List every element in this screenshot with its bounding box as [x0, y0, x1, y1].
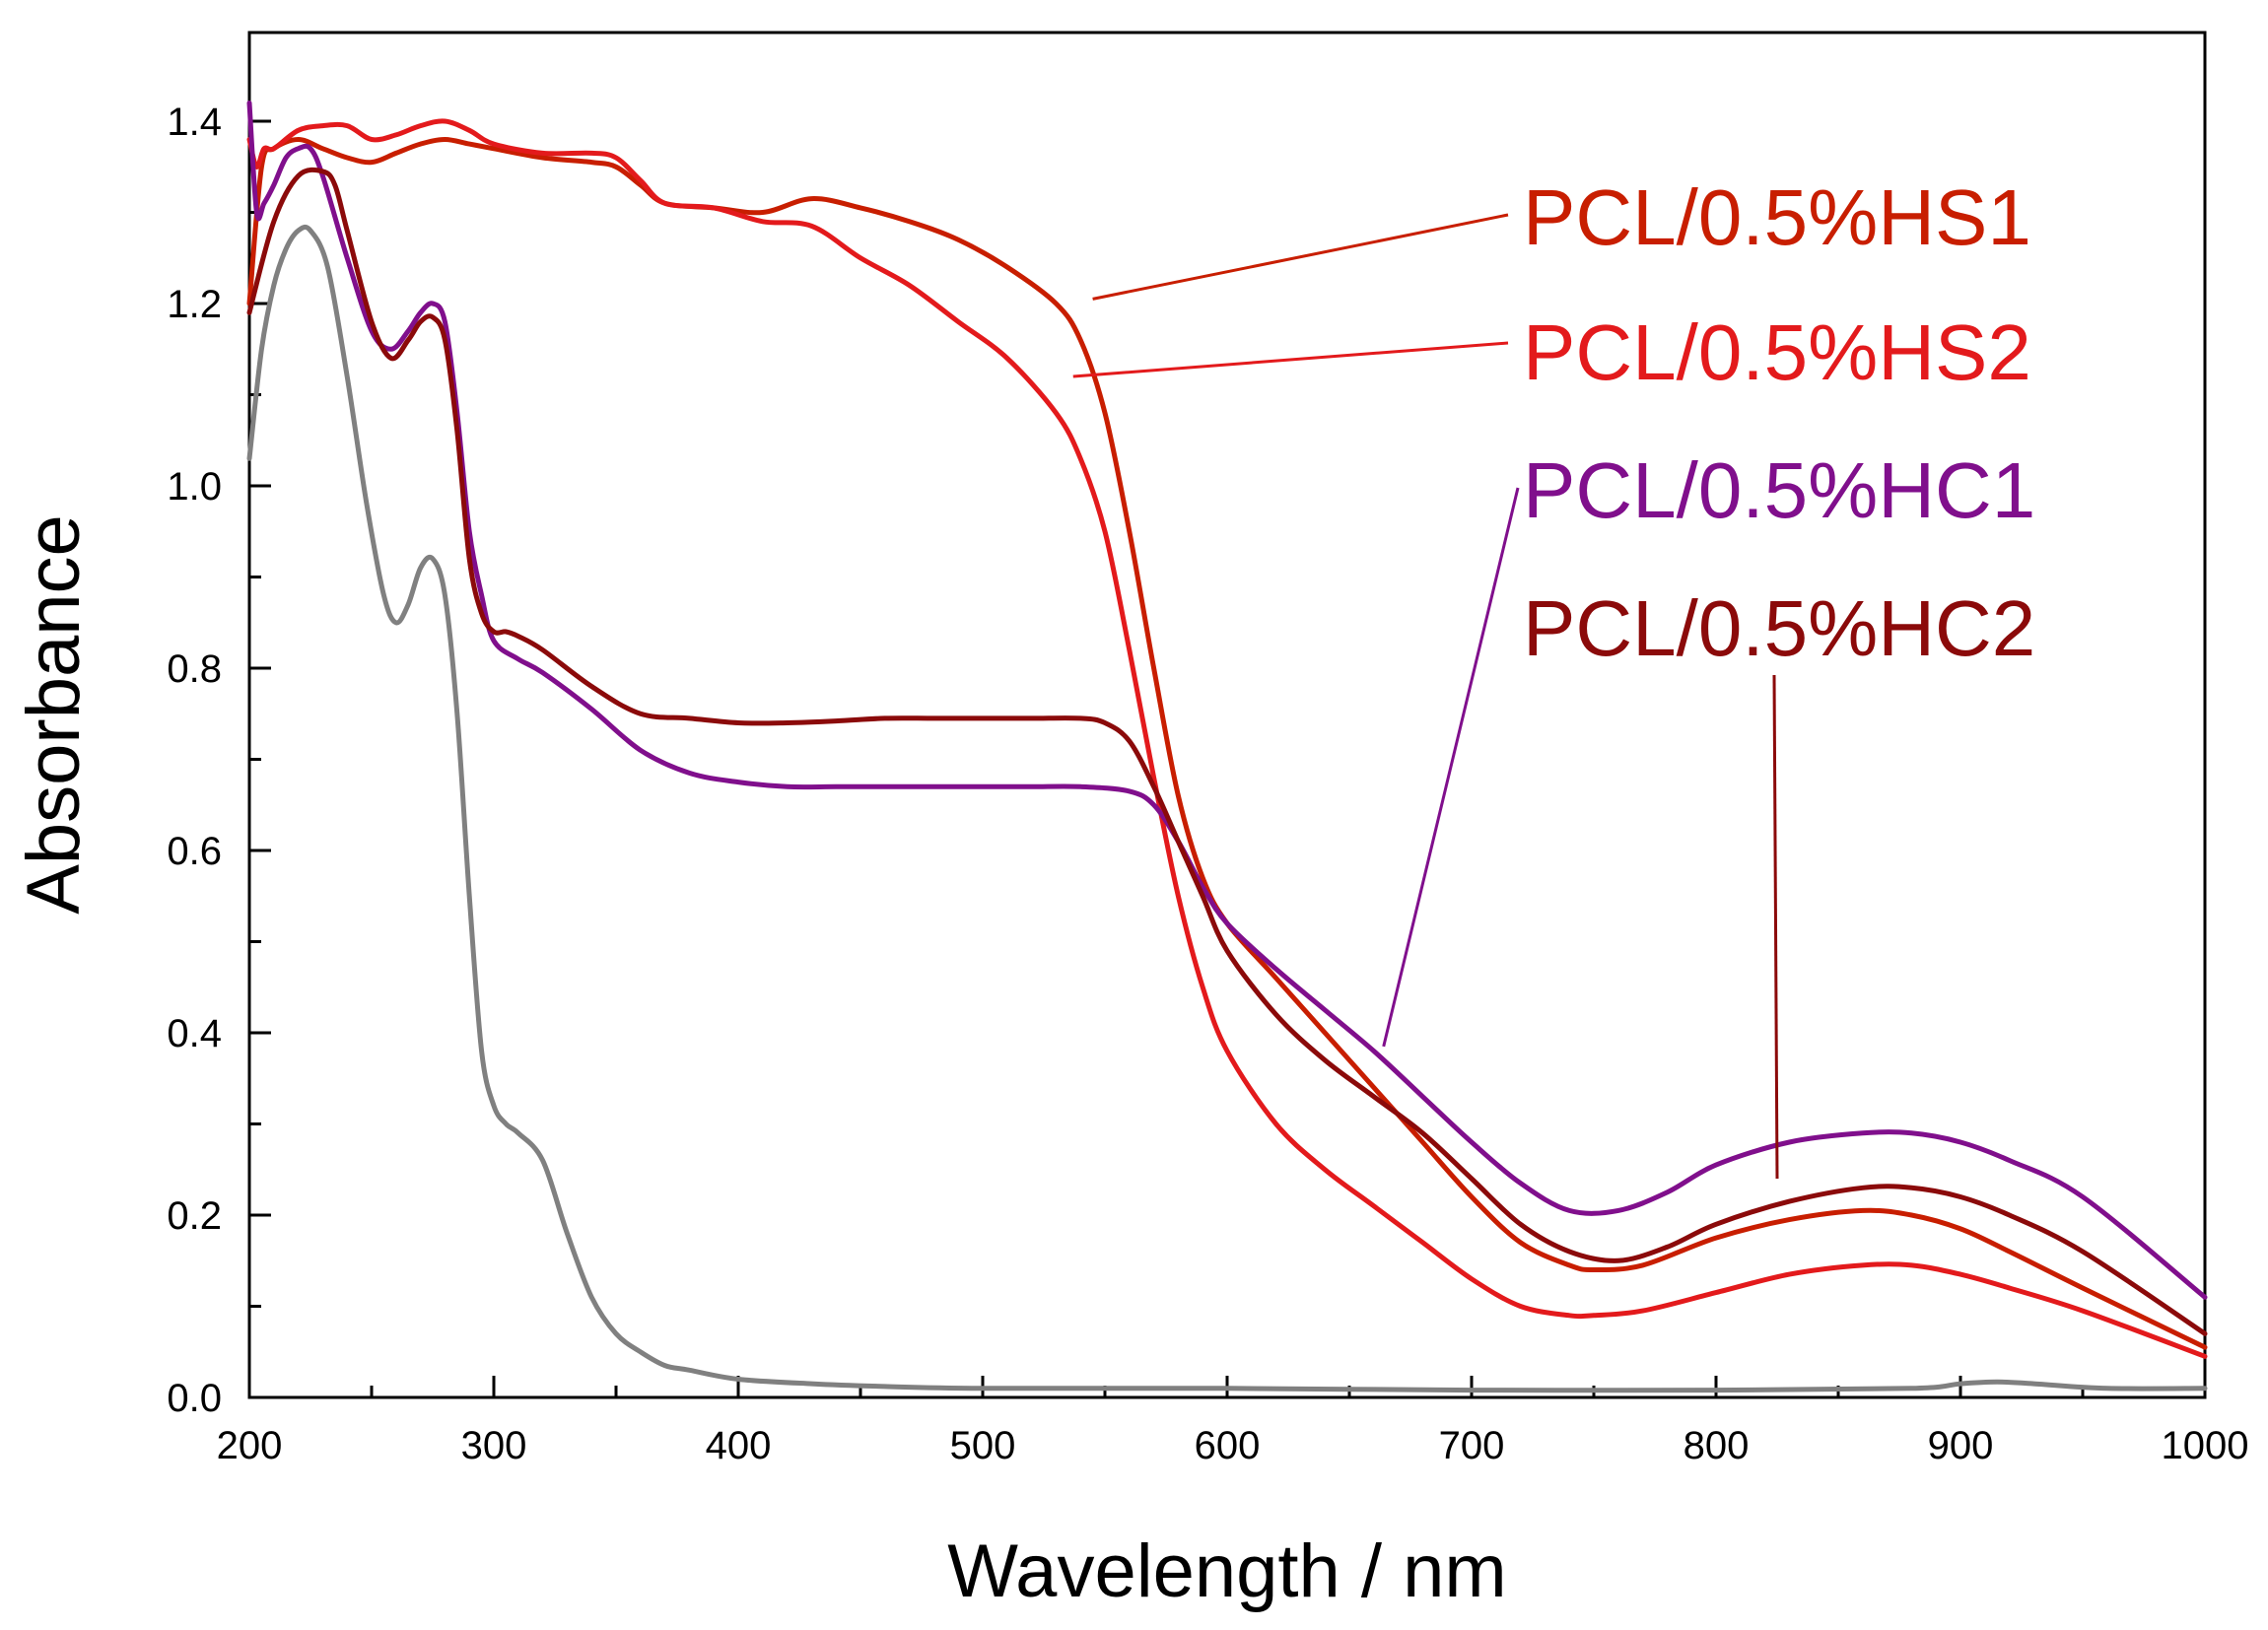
x-axis-title: Wavelength / nm — [947, 1529, 1506, 1613]
annotation-leader-line — [1072, 341, 1509, 378]
x-tick-label: 200 — [217, 1424, 283, 1467]
y-tick-label: 0.4 — [167, 1012, 222, 1055]
x-tick-label: 700 — [1439, 1424, 1505, 1467]
y-tick-label: 0.2 — [167, 1194, 222, 1238]
x-tick-label: 1000 — [2162, 1424, 2249, 1467]
x-tick-label: 800 — [1684, 1424, 1750, 1467]
x-tick-label: 300 — [461, 1424, 527, 1467]
annotation-label: PCL/0.5%HS2 — [1523, 308, 2031, 396]
annotation-label: PCL/0.5%HC2 — [1523, 584, 2035, 672]
x-tick-label: 600 — [1195, 1424, 1261, 1467]
annotation-label: PCL/0.5%HS1 — [1523, 173, 2031, 261]
series-line-pcl-0-5-hs1 — [246, 137, 2208, 1350]
x-tick-label: 900 — [1928, 1424, 1994, 1467]
annotation-label: PCL/0.5%HC1 — [1523, 446, 2035, 534]
series-lines — [246, 101, 2208, 1393]
series-line-pcl — [246, 224, 2208, 1393]
x-tick-label: 500 — [950, 1424, 1016, 1467]
annotation-leader-line — [1382, 487, 1520, 1048]
series-annotations: PCL/0.5%HS1 PCL/0.5%HS2 PCL/0.5%HC1 PCL/0.5… — [1072, 173, 2035, 1180]
annotation-leader-line — [1092, 213, 1509, 301]
series-line-pcl-0-5-hc1 — [246, 101, 2208, 1300]
series-line-pcl-0-5-hs2 — [246, 118, 2208, 1359]
y-tick-label: 1.0 — [167, 465, 222, 509]
y-tick-label: 0.0 — [167, 1377, 222, 1420]
y-tick-label: 0.6 — [167, 830, 222, 873]
y-axis-title: Absorbance — [12, 514, 96, 915]
x-tick-label: 400 — [706, 1424, 772, 1467]
y-tick-label: 1.4 — [167, 101, 222, 144]
y-tick-label: 0.8 — [167, 647, 222, 691]
y-axis-ticks: 0.0 0.2 0.4 0.6 0.8 1.0 1.2 1.4 — [167, 101, 271, 1420]
series-line-pcl-0-5-hc2 — [246, 167, 2208, 1336]
annotation-leader-line — [1772, 674, 1779, 1180]
y-tick-label: 1.2 — [167, 283, 222, 326]
